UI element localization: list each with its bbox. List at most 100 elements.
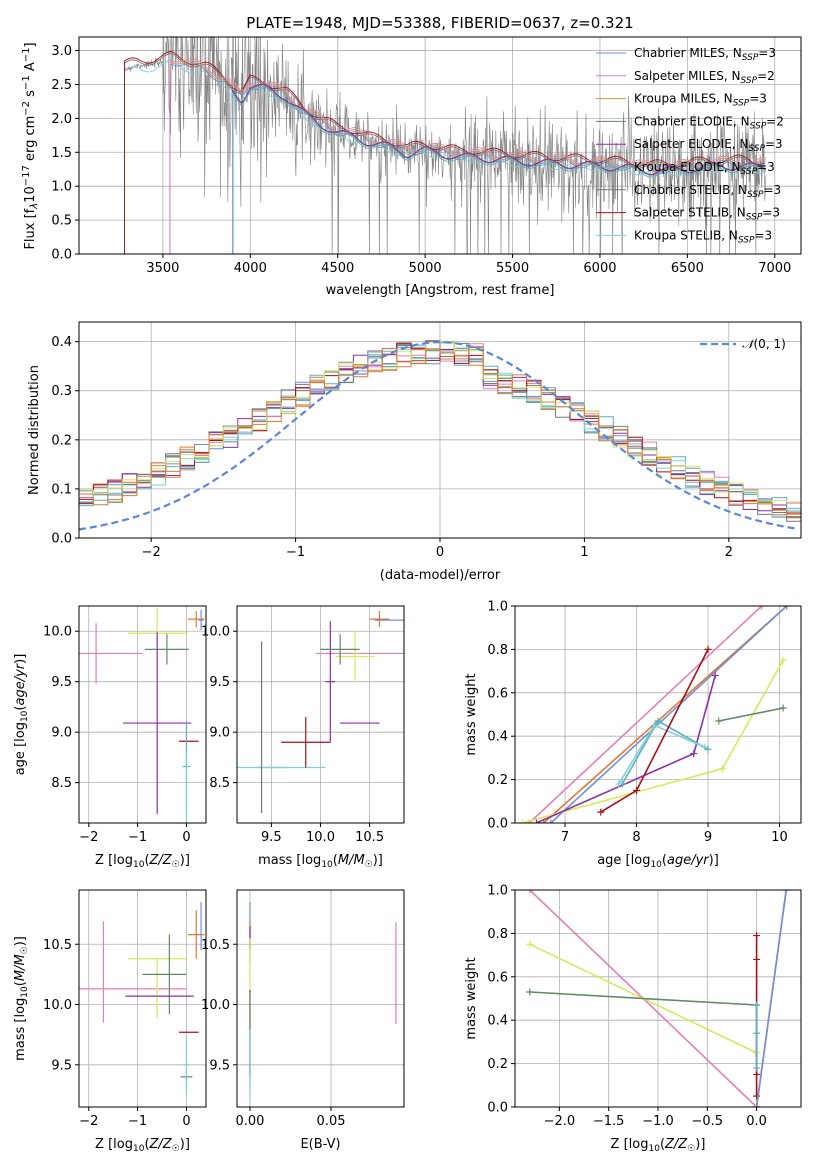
point-marker: [654, 717, 662, 725]
y-tick-label: 0.2: [51, 433, 72, 448]
data-point: [122, 632, 192, 814]
x-tick-label: −0.5: [692, 1114, 724, 1129]
y-tick-label: 0.3: [51, 384, 72, 399]
x-axis-label: mass [log10(M/M☉)]: [258, 853, 383, 870]
x-tick-label: −1: [128, 830, 147, 845]
panel-spectrum: 3500 4000 4500 5000 5500 6000 6500 7000 0.0 0.5 1.…: [21, 14, 802, 298]
point-marker: [711, 671, 719, 679]
y-tick-label: 9.5: [209, 1058, 230, 1073]
series-line: [529, 943, 758, 1107]
x-tick-label: 6500: [671, 261, 704, 276]
y-tick-label: 1.0: [51, 180, 72, 195]
point-marker: [700, 743, 708, 751]
data-point: [185, 752, 188, 823]
grid: [79, 606, 206, 823]
point-marker: [753, 932, 761, 940]
y-tick-label: 0.5: [51, 214, 72, 229]
point-marker: [526, 890, 534, 894]
y-tick-label: 0.0: [51, 248, 72, 263]
legend-entry: Salpeter STELIB, NSSP=3: [634, 206, 780, 223]
x-tick-label: −2.0: [544, 1114, 576, 1129]
x-tick-label: 9: [704, 830, 712, 845]
y-tick-label: 10.5: [201, 938, 230, 953]
model-line-salpeter_elodie: [232, 83, 766, 254]
x-axis-label: wavelength [Angstrom, rest frame]: [326, 283, 555, 298]
data-point: [187, 611, 205, 628]
legend-entry: Chabrier ELODIE, NSSP=2: [634, 114, 784, 131]
x-tick-label: 0.00: [235, 1114, 264, 1129]
plot-area: [79, 606, 206, 823]
series-line: [755, 890, 787, 1107]
x-tick-label: 9.5: [261, 830, 282, 845]
y-tick-label: 0.0: [51, 532, 72, 547]
y-tick-label: 9.0: [51, 726, 72, 741]
point-marker: [633, 786, 641, 794]
panel-mass_vs_EBV: 0.00 0.05 9.5 10.0 10.5 E(B-V): [201, 889, 405, 1152]
x-tick-label: 0: [436, 545, 444, 560]
panel-age_vs_mass: 9.5 10.0 10.5 8.5 9.0 9.5 10.0 mass [log10(M/M☉…: [201, 605, 405, 870]
x-tick-label: 0.05: [317, 1114, 346, 1129]
x-tick-label: 10.5: [355, 830, 384, 845]
y-tick-label: 0.4: [487, 1014, 508, 1029]
x-tick-label: −1: [286, 545, 305, 560]
grid: [79, 37, 801, 254]
legend-entry: Kroupa STELIB, NSSP=3: [634, 228, 772, 245]
series-line: [718, 707, 784, 722]
y-axis-label: Normed distribution: [27, 365, 42, 495]
point-marker: [783, 606, 791, 610]
point-marker: [715, 717, 723, 725]
y-tick-label: 10.5: [43, 938, 72, 953]
series-chabrier_miles: [547, 606, 791, 823]
y-tick-label: 8.5: [209, 776, 230, 791]
y-tick-label: 10.0: [201, 998, 230, 1013]
data-point: [187, 910, 205, 959]
x-tick-label: 10.0: [306, 830, 335, 845]
point-marker: [753, 1103, 761, 1107]
series-salpeter_stelib: [597, 645, 712, 816]
x-tick-label: 0: [182, 830, 190, 845]
data-point: [184, 1034, 189, 1095]
model-line-kroupa_elodie: [232, 86, 766, 254]
x-tick-label: 10: [771, 830, 788, 845]
point-marker: [526, 940, 534, 948]
point-marker: [782, 890, 790, 894]
legend-entry: Chabrier MILES, NSSP=3: [634, 46, 776, 63]
axes-frame: [514, 605, 802, 824]
model-line-chabrier_elodie: [232, 84, 766, 254]
point-marker: [753, 1029, 761, 1037]
series-line: [543, 606, 788, 823]
series-chabrier_miles: [753, 890, 790, 1107]
y-tick-label: 0.2: [487, 773, 508, 788]
plot-area: [79, 890, 206, 1107]
y-axis-label: age [log10(age/yr)]: [13, 654, 30, 776]
plot-area: [79, 37, 801, 254]
panel-age_vs_Z: −2 −1 0 8.5 9.0 9.5 10.0 Z [log10(Z/Z☉)] age [lo…: [13, 605, 207, 870]
y-tick-label: 8.5: [51, 776, 72, 791]
series-lime: [526, 940, 761, 1107]
legend-entry: Salpeter MILES, NSSP=2: [634, 69, 775, 86]
legend-entry: Kroupa MILES, NSSP=3: [634, 92, 767, 109]
y-tick-label: 0.8: [487, 927, 508, 942]
x-tick-label: 2: [725, 545, 733, 560]
data-point: [335, 631, 375, 682]
y-tick-label: 2.0: [51, 112, 72, 127]
y-tick-label: 10.0: [43, 998, 72, 1013]
series-line: [521, 659, 784, 823]
x-tick-label: 4000: [234, 261, 267, 276]
y-tick-label: 9.5: [51, 1058, 72, 1073]
y-tick-label: 0.6: [487, 686, 508, 701]
axes-frame: [78, 36, 802, 255]
x-tick-label: 8: [632, 830, 640, 845]
point-marker: [532, 819, 540, 823]
y-tick-label: 9.5: [51, 675, 72, 690]
series-salpeter_elodie: [532, 671, 719, 823]
x-tick-label: 5500: [496, 261, 529, 276]
plot-area: [515, 606, 801, 823]
y-tick-label: 0.2: [487, 1057, 508, 1072]
point-marker: [704, 745, 712, 753]
y-tick-label: 0.6: [487, 970, 508, 985]
y-tick-label: 9.0: [209, 726, 230, 741]
x-tick-label: 0: [182, 1114, 190, 1129]
y-tick-label: 10.0: [201, 625, 230, 640]
